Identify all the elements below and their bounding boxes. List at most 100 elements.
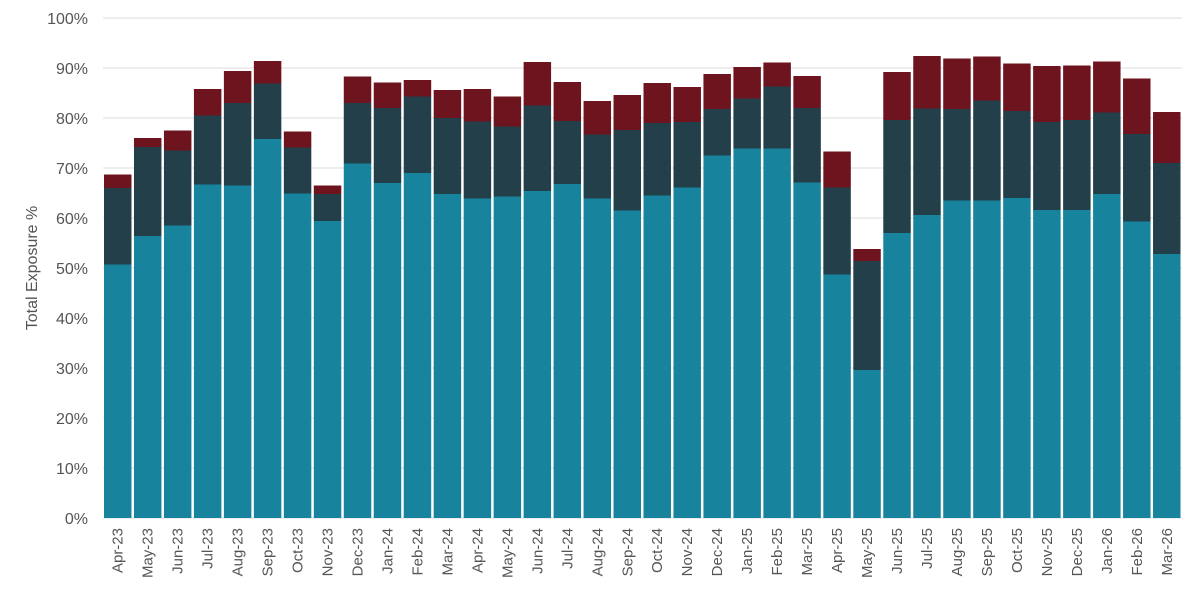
bar-segment-1 xyxy=(823,274,851,518)
y-tick-label: 10% xyxy=(56,461,88,478)
bar-segment-1 xyxy=(1153,254,1181,518)
bar-segment-3 xyxy=(643,83,671,123)
bar-segment-3 xyxy=(703,74,731,109)
bar-segment-3 xyxy=(973,56,1001,101)
x-tick-label: Mar-25 xyxy=(799,528,816,576)
x-tick-label: Mar-26 xyxy=(1159,528,1176,576)
bar-segment-1 xyxy=(373,183,402,518)
bar-segment-3 xyxy=(433,90,462,118)
bar-segment-1 xyxy=(883,233,911,518)
bar-segment-1 xyxy=(613,210,641,518)
bar-segment-2 xyxy=(283,147,312,194)
bar-segment-1 xyxy=(493,196,522,518)
x-tick-label: Jan-24 xyxy=(379,528,396,574)
bar-segment-1 xyxy=(133,236,162,518)
y-tick-label: 20% xyxy=(56,411,88,428)
x-tick-label: Feb-25 xyxy=(769,528,786,576)
bar-segment-3 xyxy=(373,82,402,108)
y-tick-label: 0% xyxy=(65,511,88,528)
x-tick-label: Jul-25 xyxy=(919,528,936,569)
x-tick-label: Jun-24 xyxy=(529,528,546,574)
bar-segment-2 xyxy=(193,115,222,185)
bar-segment-2 xyxy=(253,83,282,139)
bar-segment-1 xyxy=(763,148,791,518)
x-tick-label: Aug-23 xyxy=(230,528,247,576)
bar-segment-2 xyxy=(883,120,911,233)
x-tick-label: Dec-25 xyxy=(1069,528,1086,576)
bar-segment-1 xyxy=(553,184,582,518)
bar-segment-3 xyxy=(733,67,761,99)
x-tick-label: Dec-23 xyxy=(350,528,367,576)
bar-segment-2 xyxy=(673,122,701,188)
bar-segment-2 xyxy=(223,103,252,186)
x-tick-label: Sep-24 xyxy=(619,528,636,576)
y-tick-label: 70% xyxy=(56,161,88,178)
bar-segment-2 xyxy=(1003,111,1031,198)
bar-segment-2 xyxy=(1153,163,1181,254)
x-tick-label: Oct-23 xyxy=(290,528,307,573)
bar-segment-1 xyxy=(223,185,252,518)
bar-segment-2 xyxy=(133,147,162,236)
bar-segment-2 xyxy=(973,100,1001,201)
bar-segment-3 xyxy=(763,62,791,87)
bar-segment-1 xyxy=(673,187,701,518)
y-tick-label: 90% xyxy=(56,61,88,78)
bar-segment-3 xyxy=(1003,63,1031,111)
y-tick-label: 100% xyxy=(47,11,88,28)
bar-segment-3 xyxy=(823,151,851,188)
x-tick-label: Oct-25 xyxy=(1009,528,1026,573)
bar-segment-1 xyxy=(643,195,671,518)
bar-segment-3 xyxy=(193,89,222,116)
x-tick-label: Apr-23 xyxy=(110,528,127,573)
bar-segment-2 xyxy=(553,121,582,184)
bar-segment-2 xyxy=(104,188,132,265)
x-tick-label: Nov-24 xyxy=(679,528,696,576)
bar-segment-2 xyxy=(403,96,432,173)
bar-segment-2 xyxy=(1093,112,1121,194)
bar-segment-3 xyxy=(883,72,911,120)
bar-segment-1 xyxy=(793,182,821,518)
x-axis-ticks: Apr-23 May-23 Jun-23 Jul-23 Aug-23 Sep-23 Oct-… xyxy=(110,528,1176,578)
x-tick-label: May-24 xyxy=(499,528,516,578)
bar-segment-2 xyxy=(853,261,881,370)
bar-segment-3 xyxy=(853,249,881,261)
bar-segment-3 xyxy=(133,138,162,147)
bar-segment-1 xyxy=(853,370,881,518)
bar-segment-2 xyxy=(943,109,971,201)
bar-segment-2 xyxy=(733,98,761,149)
gridlines xyxy=(103,17,1182,519)
bar-segment-1 xyxy=(733,148,761,518)
bar-segment-3 xyxy=(343,76,372,103)
bar-segment-3 xyxy=(523,62,552,106)
y-tick-label: 40% xyxy=(56,311,88,328)
bar-segment-1 xyxy=(1123,221,1151,518)
x-tick-label: Aug-25 xyxy=(949,528,966,576)
bar-segment-1 xyxy=(943,200,971,518)
bar-segment-3 xyxy=(283,131,312,148)
x-tick-label: Apr-25 xyxy=(829,528,846,573)
bar-segment-2 xyxy=(463,121,492,199)
bar-segment-1 xyxy=(1093,194,1121,518)
bar-segment-2 xyxy=(763,86,791,149)
bar-segment-1 xyxy=(913,215,941,518)
bar-segment-2 xyxy=(703,109,731,156)
bar-segment-3 xyxy=(553,82,582,121)
x-tick-label: Mar-24 xyxy=(439,528,456,576)
bar-segment-3 xyxy=(913,56,941,109)
bar-segment-1 xyxy=(523,191,552,518)
x-tick-label: Nov-23 xyxy=(320,528,337,576)
bar-segment-1 xyxy=(283,193,312,518)
bar-segment-3 xyxy=(223,71,252,103)
bar-segment-2 xyxy=(313,194,342,221)
x-tick-label: Feb-24 xyxy=(409,528,426,576)
bar-segment-1 xyxy=(433,194,462,518)
x-tick-label: Sep-23 xyxy=(260,528,277,576)
bar-segment-1 xyxy=(973,200,1001,518)
x-tick-label: May-25 xyxy=(859,528,876,578)
bar-segment-3 xyxy=(1153,112,1181,163)
bar-segment-3 xyxy=(313,185,342,194)
bar-segment-2 xyxy=(613,130,641,211)
bar-segment-3 xyxy=(673,87,701,122)
x-tick-label: Oct-24 xyxy=(649,528,666,573)
